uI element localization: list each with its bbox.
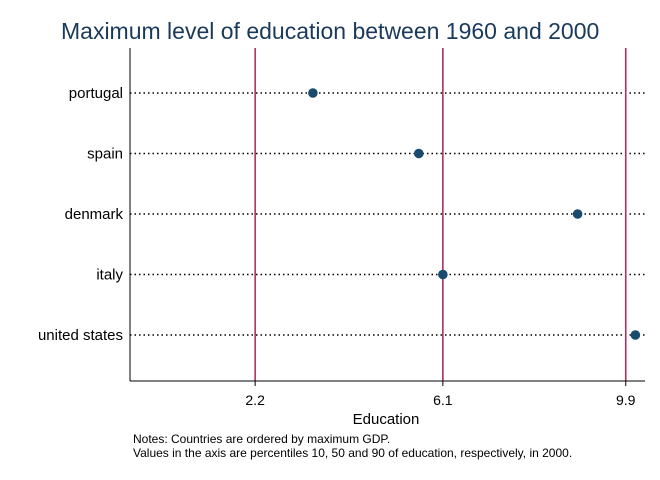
x-axis-label: Education — [353, 411, 420, 428]
plot-area: portugal spain denmark italy united states 2.… — [38, 48, 645, 408]
y-tick-label: denmark — [65, 206, 124, 223]
x-tick-label: 2.2 — [245, 392, 265, 408]
y-tick-label: spain — [87, 146, 123, 163]
x-tick-label: 6.1 — [433, 392, 453, 408]
chart-note: Notes: Countries are ordered by maximum … — [133, 432, 390, 446]
x-tick-label: 9.9 — [616, 392, 636, 408]
data-point — [572, 209, 583, 219]
chart-title: Maximum level of education between 1960 … — [61, 18, 599, 44]
data-point — [438, 269, 448, 280]
data-point — [308, 88, 318, 98]
y-tick-label: united states — [38, 327, 123, 344]
data-point — [630, 330, 641, 340]
chart-note: Values in the axis are percentiles 10, 5… — [133, 446, 572, 460]
y-tick-label: italy — [96, 267, 123, 284]
data-point — [413, 148, 424, 159]
y-tick-label: portugal — [69, 85, 123, 102]
